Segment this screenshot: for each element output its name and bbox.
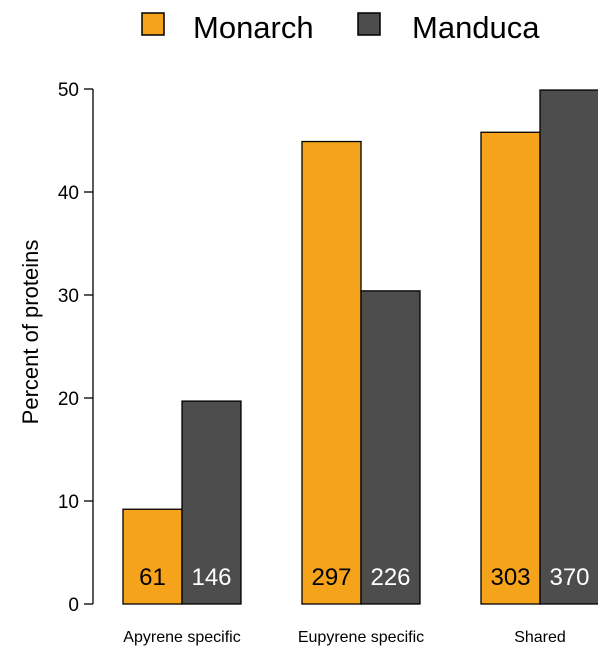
bar-count-label: 146 — [191, 564, 231, 591]
x-tick-label: Shared — [514, 629, 566, 646]
y-tick-label: 20 — [58, 389, 79, 410]
legend: Monarch Manduca — [141, 10, 540, 45]
bar-count-label: 297 — [311, 564, 351, 591]
bar-monarch-0 — [122, 508, 183, 605]
x-tick-label: Eupyrene specific — [298, 629, 424, 646]
x-axis-labels: Apyrene specific Eupyrene specific Shared — [123, 629, 565, 646]
bar-monarch-2 — [480, 131, 541, 605]
bar-monarch-1 — [301, 140, 362, 605]
y-axis-ticks: 0 10 20 30 40 50 — [58, 80, 93, 616]
y-tick-label: 10 — [58, 492, 79, 513]
bar-count-label: 370 — [549, 564, 589, 591]
bar-count-labels: 61 146 297 226 303 370 — [139, 564, 589, 591]
y-tick-label: 0 — [68, 595, 79, 616]
bar-manduca-0 — [181, 400, 242, 605]
bar-count-label: 303 — [490, 564, 530, 591]
legend-swatch-manduca — [357, 12, 381, 36]
x-tick-label: Apyrene specific — [123, 629, 240, 646]
y-tick-label: 30 — [58, 286, 79, 307]
y-tick-label: 50 — [58, 80, 79, 101]
legend-swatch-monarch — [141, 12, 165, 36]
legend-label-monarch: Monarch — [193, 10, 314, 45]
y-tick-label: 40 — [58, 183, 79, 204]
bar-count-label: 61 — [139, 564, 166, 591]
bar-manduca-1 — [360, 290, 421, 605]
legend-label-manduca: Manduca — [412, 10, 540, 45]
y-axis-title: Percent of proteins — [18, 240, 43, 425]
bar-manduca-2 — [539, 89, 598, 605]
bar-count-label: 226 — [370, 564, 410, 591]
bars — [122, 89, 598, 605]
